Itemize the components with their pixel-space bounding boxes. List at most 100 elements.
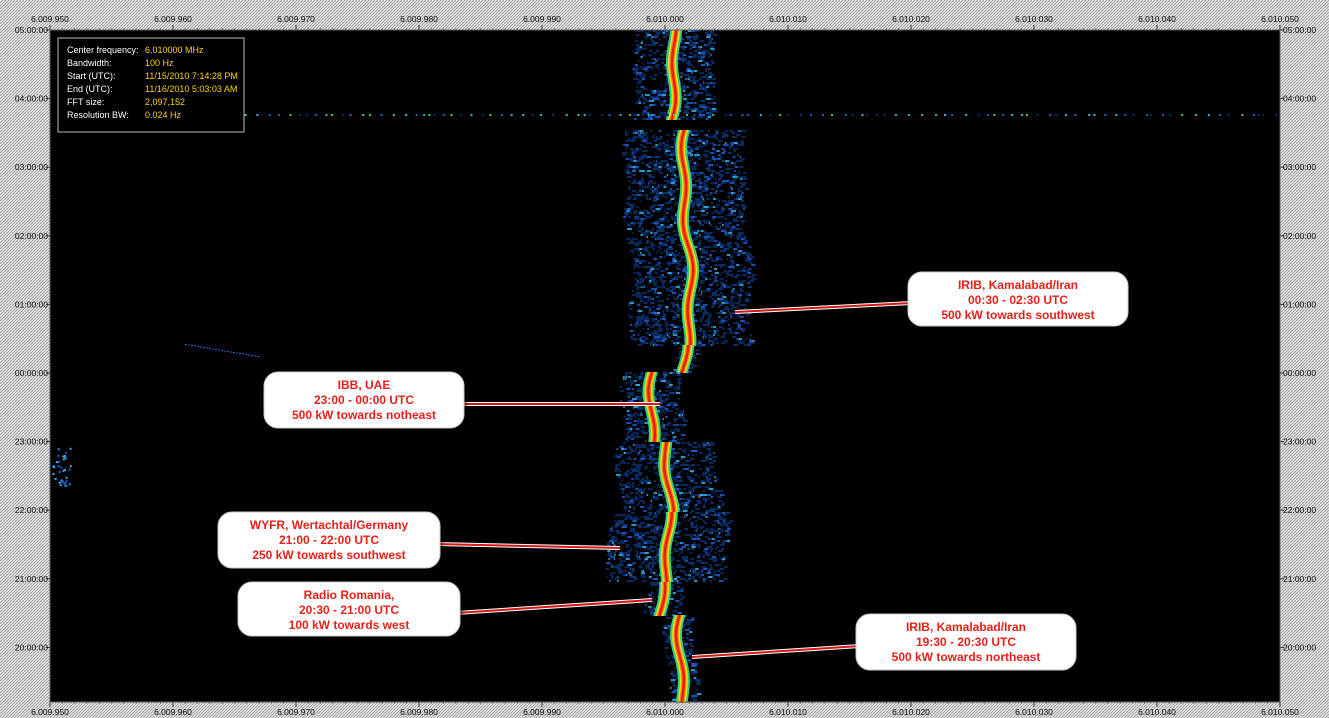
spectrum-pixel (670, 198, 675, 200)
spectrum-pixel (685, 32, 687, 34)
spectrum-pixel (686, 62, 689, 64)
spectrum-pixel (663, 100, 667, 102)
spectrum-pixel (699, 156, 702, 158)
spectrum-pixel (657, 452, 661, 454)
spectrum-pixel (747, 272, 751, 274)
spectrum-pixel (639, 212, 644, 214)
spectrum-pixel (682, 256, 687, 258)
spectrum-pixel (625, 132, 628, 134)
spectrum-pixel (622, 490, 625, 492)
spectrum-pixel (648, 62, 651, 64)
spectrum-pixel (712, 216, 716, 218)
spectrum-pixel (631, 152, 635, 154)
spectrum-pixel (672, 326, 675, 328)
spectrum-pixel (707, 116, 712, 118)
spectrum-pixel (636, 214, 639, 216)
spectrum-pixel (669, 226, 674, 228)
spectrum-pixel (694, 198, 698, 200)
spectrum-pixel (698, 494, 702, 496)
spectrum-pixel (705, 278, 708, 280)
spectrum-pixel (657, 264, 661, 266)
spectrum-pixel (631, 290, 634, 292)
spectrum-pixel (717, 516, 723, 518)
spectrum-pixel (634, 412, 638, 414)
spectrum-pixel (693, 232, 699, 234)
spectrum-pixel (626, 470, 630, 472)
spectrum-pixel (721, 288, 724, 290)
spectrum-pixel (729, 234, 735, 236)
spectrum-pixel (629, 372, 633, 374)
spectrum-pixel (658, 184, 660, 186)
spectrum-pixel (695, 298, 701, 300)
spectrum-pixel (713, 338, 719, 340)
spectrum-pixel (702, 106, 707, 108)
spectrum-pixel (735, 204, 740, 206)
spectrum-pixel (658, 494, 663, 496)
spectrum-pixel (707, 130, 710, 132)
spectrum-pixel (746, 282, 749, 284)
spectrum-pixel (708, 538, 711, 540)
spectrum-pixel (627, 462, 630, 464)
spectrum-pixel (673, 144, 676, 146)
spectrum-pixel (687, 454, 690, 456)
spectrum-pixel (719, 274, 721, 276)
spectrum-pixel (630, 528, 636, 530)
spectrum-pixel (636, 318, 640, 320)
spectrum-pixel (642, 146, 647, 148)
spectrum-pixel (659, 440, 663, 442)
spectrum-pixel (645, 250, 650, 252)
spectrum-pixel (690, 194, 693, 196)
spectrum-pixel (695, 200, 697, 202)
spectrum-pixel (721, 224, 724, 226)
spectrum-pixel (656, 226, 659, 228)
spectrum-pixel (725, 142, 728, 144)
spectrum-pixel (738, 304, 741, 306)
spectrum-pixel (647, 480, 652, 482)
spectrum-pixel (721, 312, 726, 314)
spectrum-pixel (645, 142, 651, 144)
spectrum-pixel (663, 176, 667, 178)
spectrum-pixel (656, 32, 660, 34)
spectrum-pixel (682, 292, 685, 294)
spectrum-pixel (649, 280, 652, 282)
spectrum-pixel (715, 182, 718, 184)
spectrum-pixel (686, 68, 691, 70)
spectrum-pixel (617, 532, 623, 534)
spectrum-pixel (693, 216, 698, 218)
spectrum-pixel (635, 258, 639, 260)
spectrum-pixel (708, 488, 714, 490)
spectrum-pixel (639, 488, 643, 490)
spectrum-pixel (678, 353, 681, 355)
spectrum-pixel (690, 148, 693, 150)
spectrum-pixel (698, 240, 701, 242)
spectrum-pixel (624, 472, 629, 474)
spectrum-core (687, 298, 690, 300)
spectrum-pixel (685, 146, 691, 148)
spectrum-pixel (701, 252, 706, 254)
spectrum-pixel (712, 326, 714, 328)
spectrum-pixel (712, 164, 715, 166)
spectrum-pixel (724, 160, 730, 162)
spectrum-pixel (682, 424, 685, 426)
spectrum-pixel (673, 196, 676, 198)
spectrum-pixel (700, 344, 706, 346)
spectrum-pixel (708, 340, 713, 342)
spectrum-pixel (707, 52, 712, 54)
spectrum-pixel (711, 496, 714, 498)
spectrum-pixel (676, 490, 681, 492)
spectrum-pixel (705, 44, 711, 46)
spectrum-pixel (731, 210, 736, 212)
spectrum-pixel (724, 286, 730, 288)
spectrum-pixel (674, 312, 678, 314)
spectrum-pixel (665, 154, 669, 156)
spectrum-pixel (700, 330, 706, 332)
spectrum-pixel (630, 206, 635, 208)
spectrum-pixel (678, 276, 683, 278)
spectrum-pixel (688, 486, 691, 488)
spectrum-pixel (629, 430, 633, 432)
spectrum-pixel (739, 186, 744, 188)
spectrum-pixel (611, 536, 616, 538)
spectrum-pixel (659, 112, 662, 114)
spectrum-pixel (639, 538, 641, 540)
spectrum-pixel (714, 278, 718, 280)
